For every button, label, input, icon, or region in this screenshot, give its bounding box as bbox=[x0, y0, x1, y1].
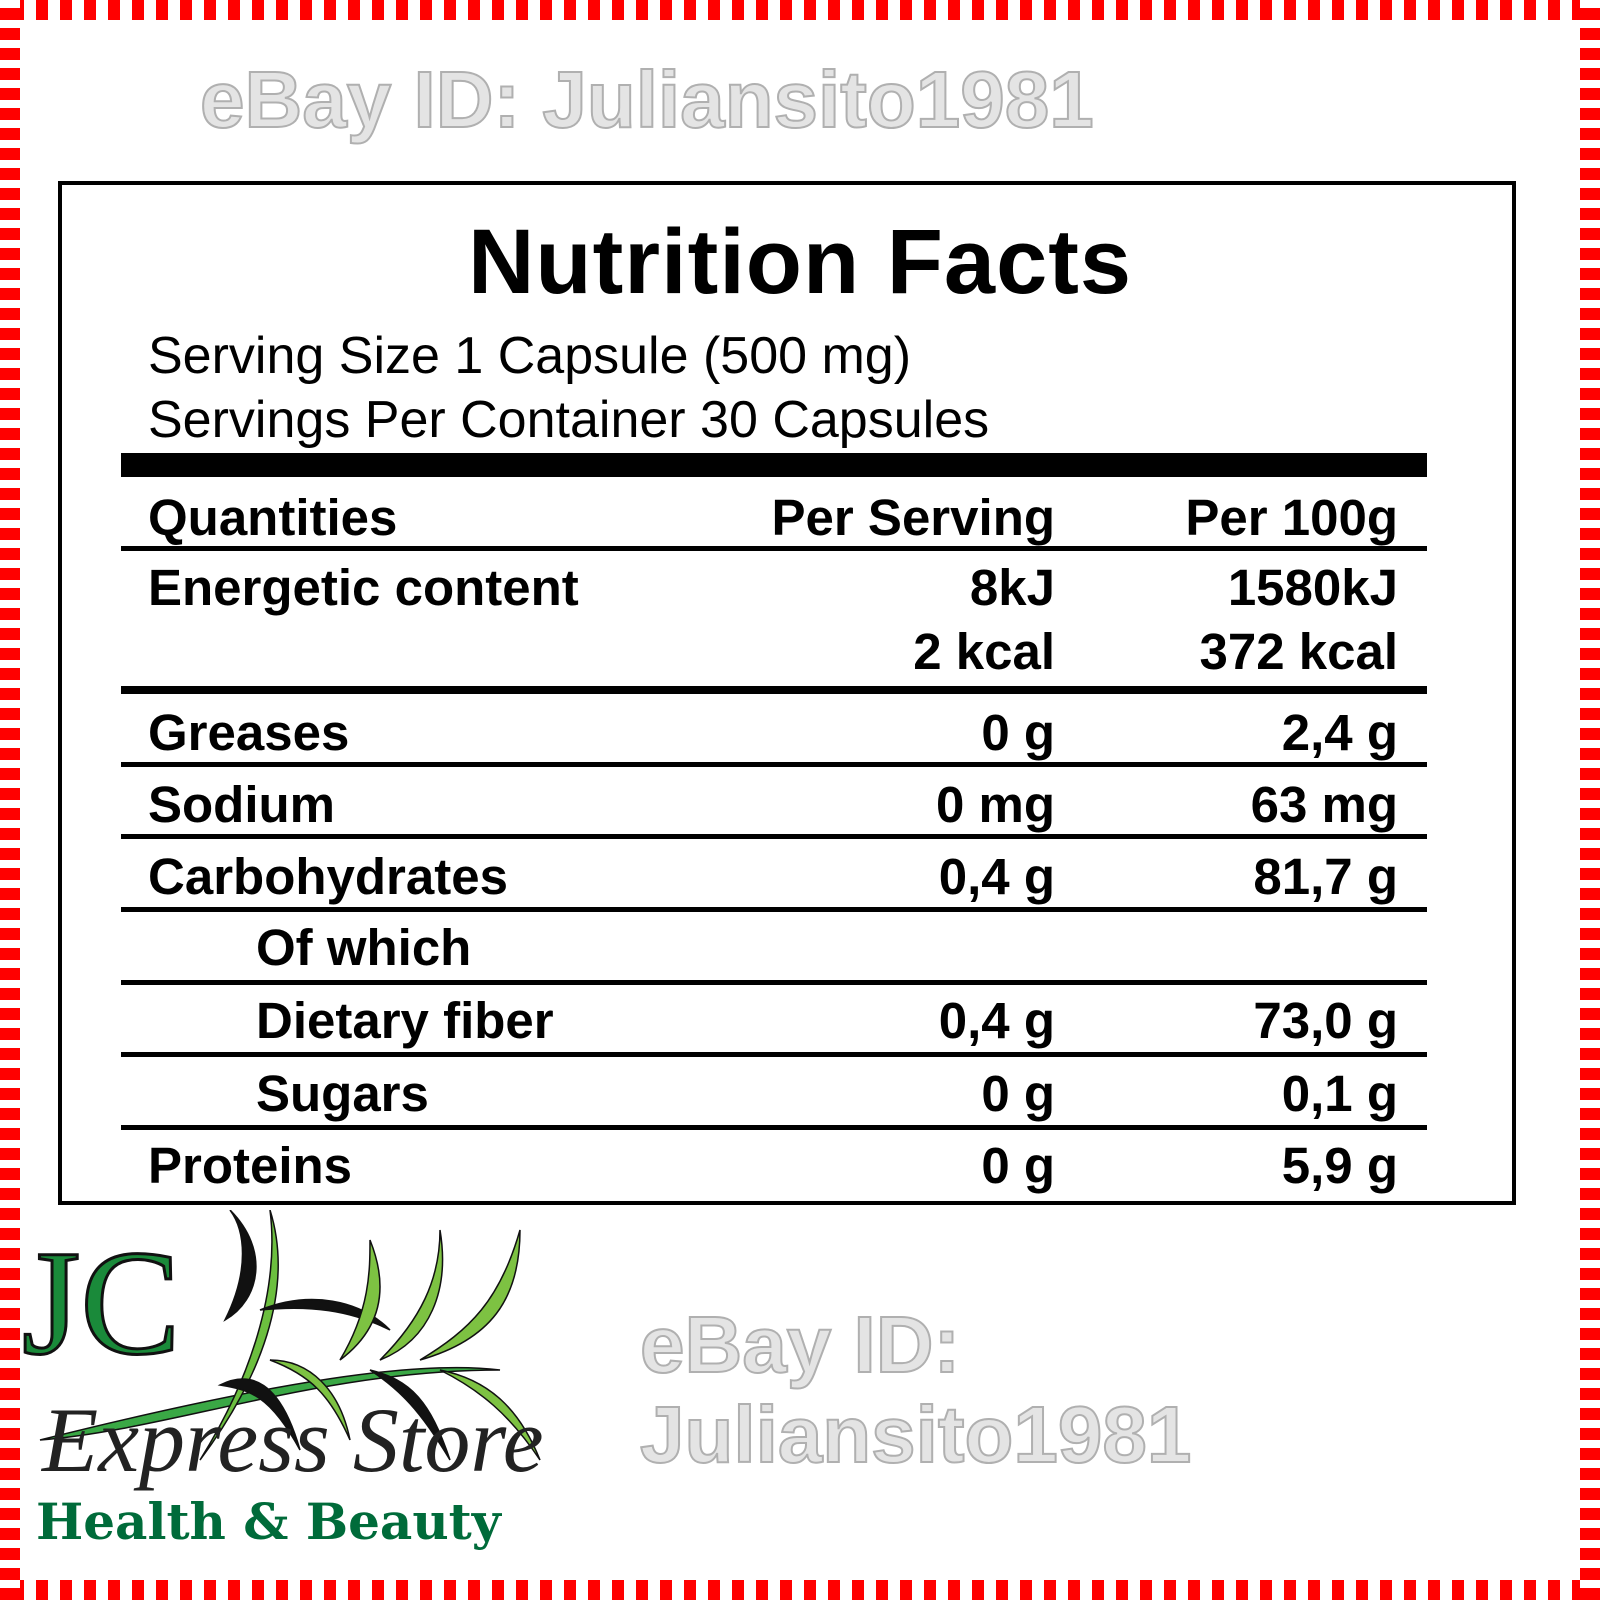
per-serving-value: 0,4 g bbox=[938, 848, 1055, 905]
leaf-logo-icon bbox=[39, 1210, 541, 1461]
header-per-100g: Per 100g bbox=[1185, 489, 1398, 546]
per-100g-value: 73,0 g bbox=[1253, 992, 1398, 1049]
red-dashed-border-top bbox=[0, 0, 1600, 20]
per-100g-value: 0,1 g bbox=[1281, 1065, 1398, 1122]
per-serving-value: 2 kcal bbox=[913, 623, 1055, 680]
watermark: eBay ID: Juliansito1981 bbox=[639, 1299, 1192, 1480]
per-serving-value: 8kJ bbox=[969, 559, 1055, 616]
per-100g-value: 1580kJ bbox=[1227, 559, 1398, 616]
nutrition-label-frame bbox=[58, 181, 1516, 1205]
red-dashed-border-bottom bbox=[0, 1580, 1600, 1600]
per-serving-value: 0 mg bbox=[935, 776, 1055, 833]
per-100g-value: 5,9 g bbox=[1281, 1137, 1398, 1194]
header-row: Quantities Per Serving Per 100g bbox=[148, 488, 1400, 548]
servings-per-container: Servings Per Container 30 Capsules bbox=[148, 391, 990, 449]
per-serving-value: 0 g bbox=[981, 704, 1055, 761]
table-row-energy-kj: Energetic content 8kJ 1580kJ bbox=[148, 558, 1400, 618]
row-label: Sugars bbox=[256, 1065, 429, 1122]
row-label: Energetic content bbox=[148, 559, 579, 616]
divider bbox=[121, 1052, 1427, 1057]
divider bbox=[121, 1125, 1427, 1130]
row-label: Carbohydrates bbox=[148, 848, 508, 905]
per-100g-value: 2,4 g bbox=[1281, 704, 1398, 761]
per-serving-value: 0 g bbox=[981, 1065, 1055, 1122]
divider bbox=[121, 686, 1427, 694]
divider bbox=[121, 834, 1427, 839]
logo-monogram: JC bbox=[20, 1220, 181, 1386]
watermark: eBay ID: Juliansito1981 bbox=[199, 54, 1095, 145]
divider bbox=[121, 762, 1427, 767]
table-row-proteins: Proteins 0 g 5,9 g bbox=[148, 1136, 1400, 1196]
per-100g-value: 63 mg bbox=[1250, 776, 1398, 833]
table-row-sodium: Sodium 0 mg 63 mg bbox=[148, 775, 1400, 835]
divider bbox=[121, 980, 1427, 985]
table-row-dietary-fiber: Dietary fiber 0,4 g 73,0 g bbox=[148, 991, 1400, 1051]
table-row-energy-kcal: 2 kcal 372 kcal bbox=[148, 622, 1400, 682]
logo-tagline: Health & Beauty bbox=[36, 1492, 501, 1551]
header-per-serving: Per Serving bbox=[771, 489, 1055, 546]
table-row-sugars: Sugars 0 g 0,1 g bbox=[148, 1064, 1400, 1124]
per-100g-value: 372 kcal bbox=[1199, 623, 1398, 680]
serving-size: Serving Size 1 Capsule (500 mg) bbox=[148, 327, 912, 385]
logo-store-name: Express Store bbox=[42, 1389, 544, 1491]
divider bbox=[121, 546, 1427, 551]
row-label: Greases bbox=[148, 704, 350, 761]
red-dashed-border-right bbox=[1580, 0, 1600, 1600]
table-row-greases: Greases 0 g 2,4 g bbox=[148, 703, 1400, 763]
row-label: Of which bbox=[256, 919, 472, 976]
header-quantities: Quantities bbox=[148, 489, 398, 546]
per-100g-value: 81,7 g bbox=[1253, 848, 1398, 905]
thick-divider bbox=[121, 453, 1427, 477]
per-serving-value: 0 g bbox=[981, 1137, 1055, 1194]
divider bbox=[121, 907, 1427, 912]
row-label: Sodium bbox=[148, 776, 335, 833]
row-label: Dietary fiber bbox=[256, 992, 554, 1049]
row-label: Proteins bbox=[148, 1137, 353, 1194]
label-title: Nutrition Facts bbox=[467, 211, 1133, 313]
per-serving-value: 0,4 g bbox=[938, 992, 1055, 1049]
table-row-of-which: Of which bbox=[148, 918, 1400, 978]
red-dashed-border-left bbox=[0, 0, 20, 1600]
table-row-carbohydrates: Carbohydrates 0,4 g 81,7 g bbox=[148, 847, 1400, 907]
